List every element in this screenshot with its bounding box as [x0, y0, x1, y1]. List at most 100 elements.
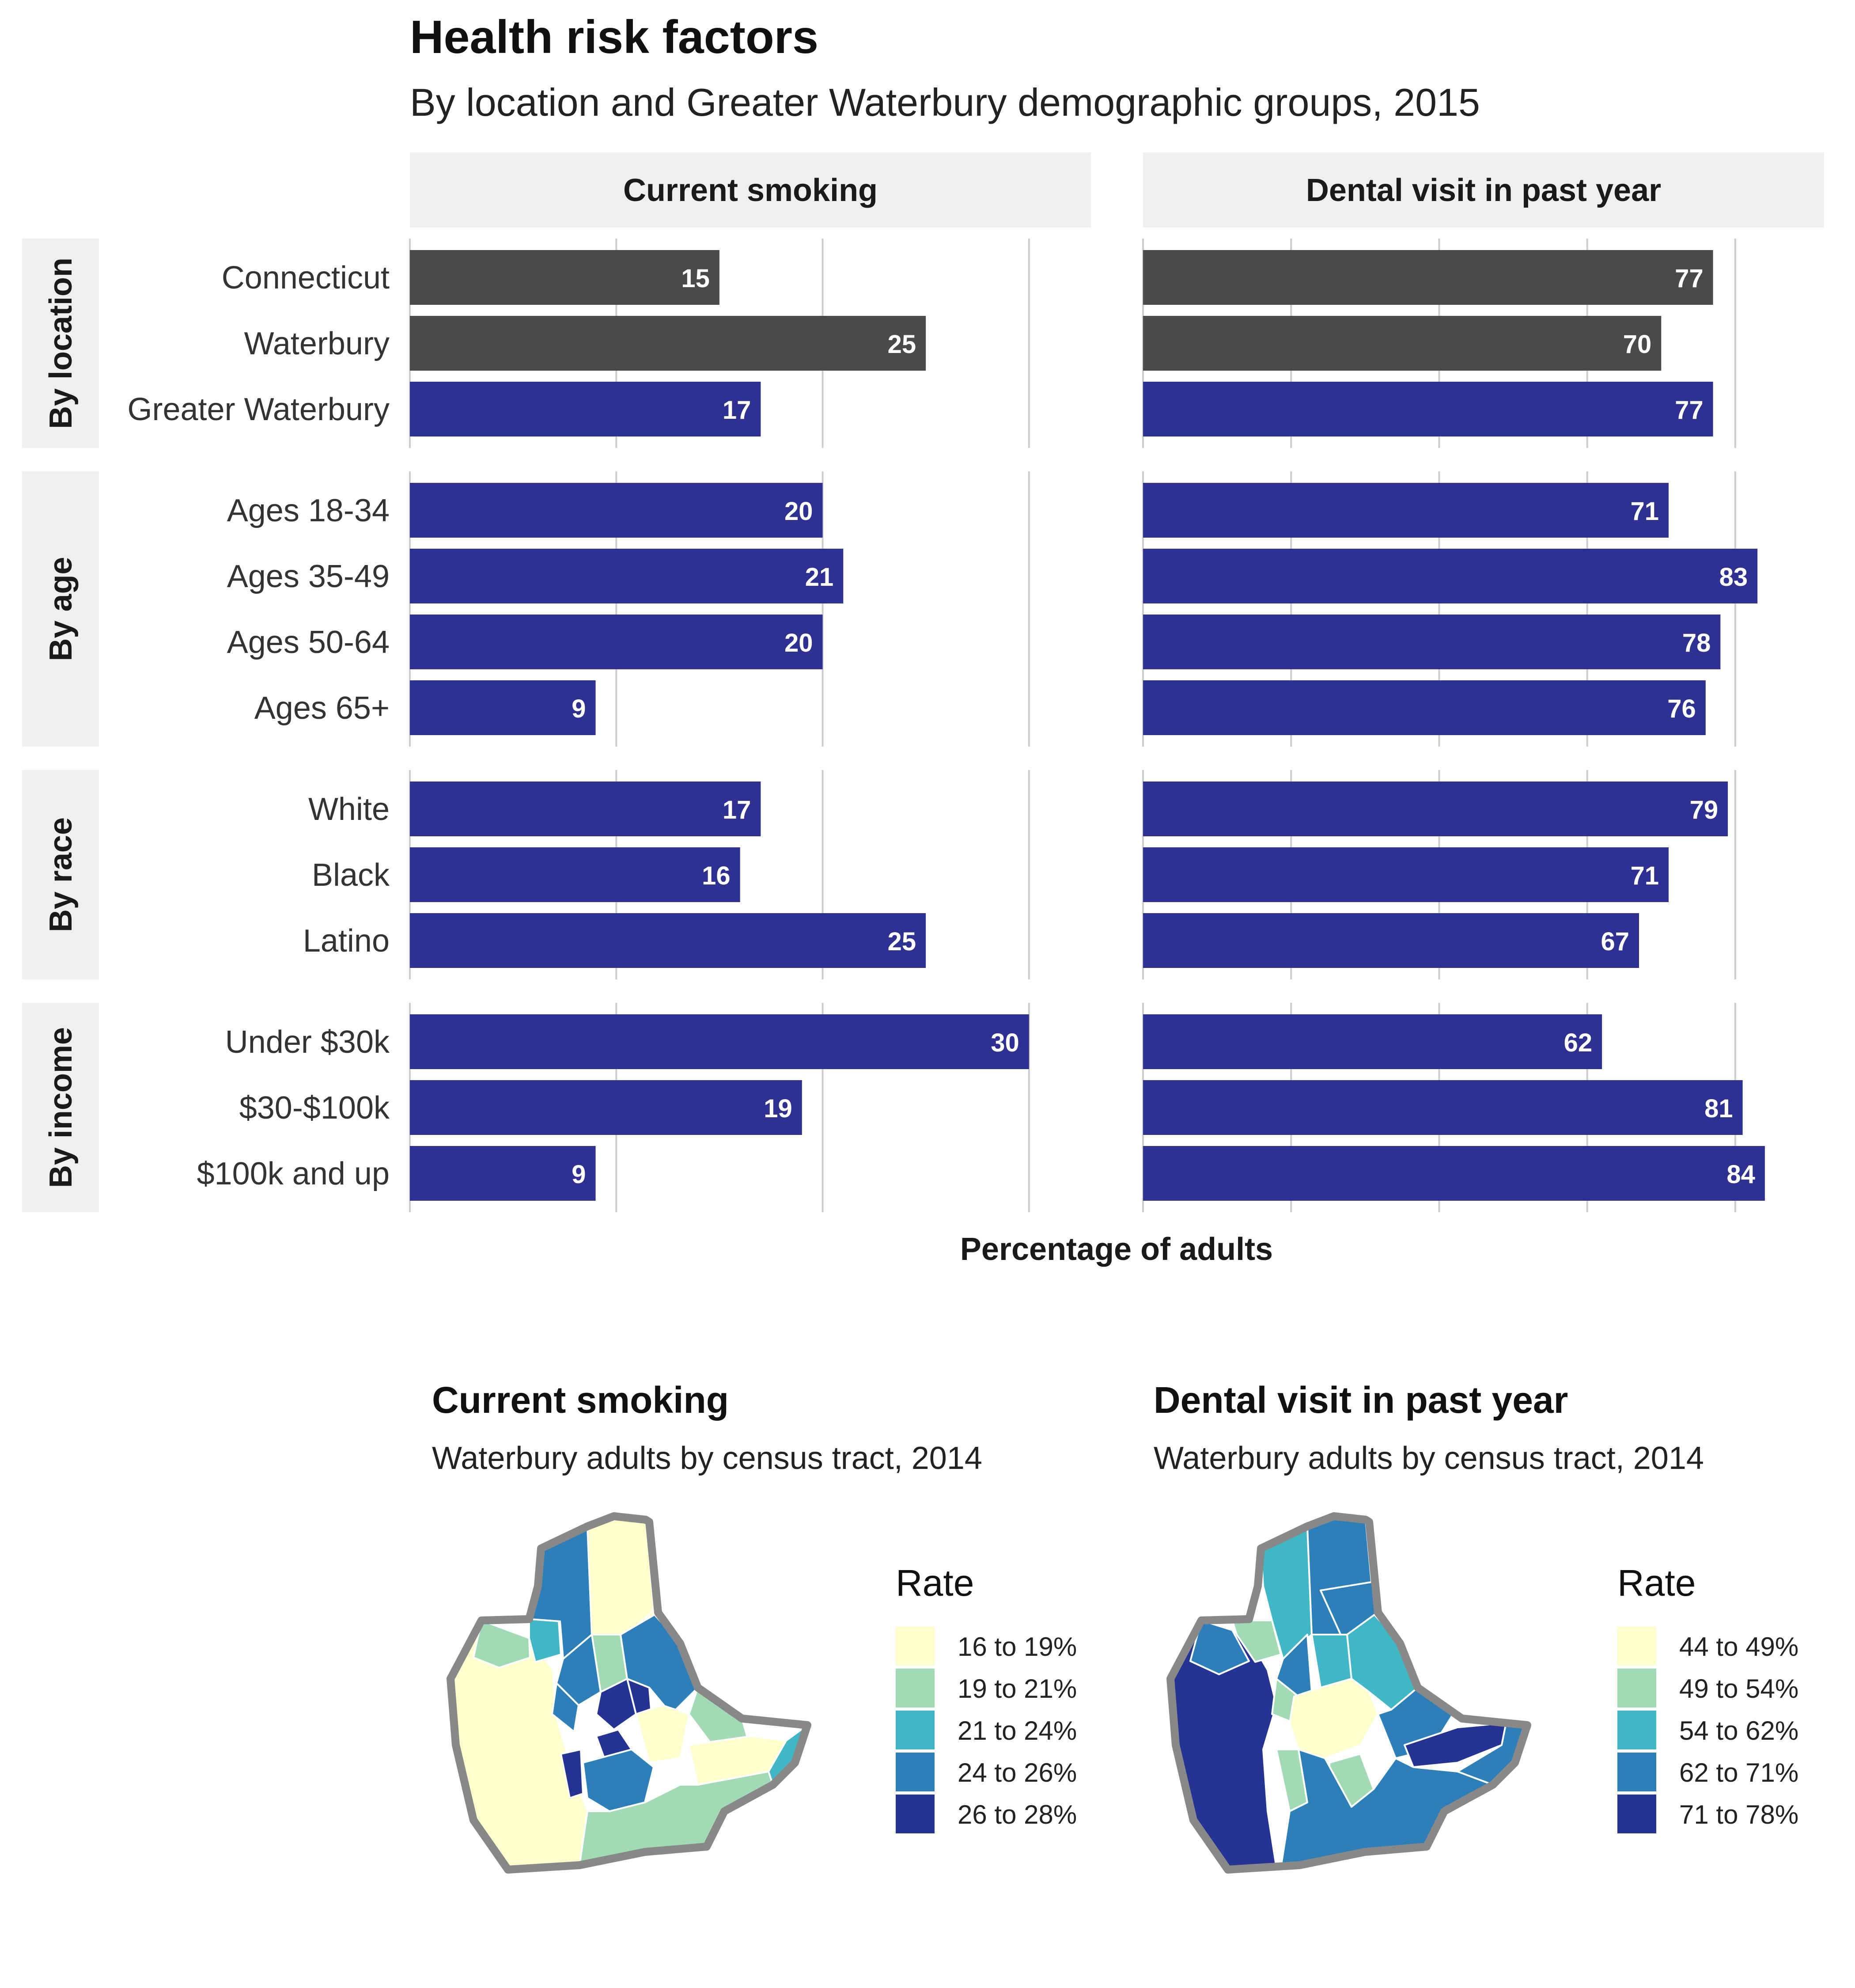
bar-value-dental-30-100k: 81: [1704, 1094, 1733, 1123]
bar-smoking-ages-65: [410, 680, 596, 735]
chart-title: Health risk factors: [410, 11, 818, 63]
legend-label-71-to-78: 71 to 78%: [1679, 1800, 1798, 1829]
chart-subtitle: By location and Greater Waterbury demogr…: [410, 80, 1480, 124]
dental-legend-title: Rate: [1617, 1562, 1696, 1604]
group-strip-by-location: [22, 239, 99, 448]
legend-swatch-54-to-62: [1617, 1711, 1656, 1749]
category-label-latino: Latino: [303, 923, 390, 959]
bar-smoking-latino: [410, 913, 926, 968]
bar-value-smoking-ages-50-64: 20: [784, 629, 813, 657]
category-label-connecticut: Connecticut: [222, 260, 390, 296]
bar-dental-white: [1143, 782, 1728, 836]
bar-value-dental-black: 71: [1631, 861, 1659, 890]
bar-smoking-greater-waterbury: [410, 382, 761, 436]
group-label-by-age: By age: [43, 557, 79, 661]
bar-value-smoking-latino: 25: [888, 927, 916, 956]
group-strip-by-income: [22, 1003, 99, 1212]
bar-dental-ages-35-49: [1143, 549, 1758, 603]
category-label-black: Black: [312, 857, 390, 893]
bar-dental-ages-65: [1143, 680, 1706, 735]
dental-map-subtitle: Waterbury adults by census tract, 2014: [1154, 1441, 1704, 1476]
bar-value-smoking-under-30k: 30: [991, 1028, 1019, 1057]
bar-value-dental-ages-18-34: 71: [1631, 497, 1659, 526]
bar-dental-black: [1143, 847, 1669, 902]
bar-dental-ages-18-34: [1143, 483, 1669, 538]
bar-value-dental-greater-waterbury: 77: [1675, 396, 1704, 425]
facet-label-smoking: Current smoking: [623, 173, 878, 208]
legend-swatch-44-to-49: [1617, 1627, 1656, 1666]
category-label-ages-50-64: Ages 50-64: [227, 625, 390, 660]
bar-dental-latino: [1143, 913, 1639, 968]
smoking-tract-nw1: [473, 1620, 531, 1669]
smoking-map: [450, 1515, 808, 1870]
bar-dental-under-30k: [1143, 1014, 1602, 1069]
legend-swatch-62-to-71: [1617, 1753, 1656, 1791]
dental-map-title: Dental visit in past year: [1154, 1379, 1568, 1421]
bar-value-dental-ages-65: 76: [1667, 694, 1696, 723]
bar-chart: Current smoking Dental visit in past year…: [22, 152, 1824, 1212]
bar-value-smoking-greater-waterbury: 17: [723, 396, 751, 425]
smoking-tract-south-core: [560, 1749, 584, 1799]
legend-label-54-to-62: 54 to 62%: [1679, 1716, 1798, 1745]
smoking-map-outline: [447, 1512, 811, 1874]
bar-value-smoking-ages-18-34: 20: [784, 497, 813, 526]
bar-value-dental-ages-50-64: 78: [1682, 629, 1711, 657]
legend-label-21-to-24: 21 to 24%: [958, 1716, 1077, 1745]
legend-label-44-to-49: 44 to 49%: [1679, 1632, 1798, 1662]
dental-map: [1170, 1515, 1528, 1870]
category-label-ages-18-34: Ages 18-34: [227, 493, 390, 528]
category-label-waterbury: Waterbury: [244, 326, 390, 361]
bar-value-smoking-30-100k: 19: [764, 1094, 792, 1123]
category-label-ages-35-49: Ages 35-49: [227, 559, 390, 594]
bar-value-dental-ages-35-49: 83: [1719, 563, 1748, 592]
bar-smoking-connecticut: [410, 250, 719, 305]
bar-smoking-ages-50-64: [410, 615, 823, 669]
bar-value-dental-waterbury: 70: [1623, 330, 1652, 359]
smoking-legend-title: Rate: [896, 1562, 974, 1604]
dental-tract-nw2: [1231, 1620, 1282, 1663]
legend-label-49-to-54: 49 to 54%: [1679, 1674, 1798, 1703]
bar-value-dental-latino: 67: [1601, 927, 1629, 956]
bar-value-smoking-ages-65: 9: [572, 694, 586, 723]
smoking-tract-center-w: [551, 1682, 579, 1733]
category-label-100k-and-up: $100k and up: [197, 1156, 390, 1191]
smoking-map-panel: Current smoking Waterbury adults by cens…: [432, 1379, 1077, 1874]
group-label-by-location: By location: [43, 258, 79, 429]
bar-value-dental-connecticut: 77: [1675, 264, 1704, 293]
bar-value-smoking-waterbury: 25: [888, 330, 916, 359]
category-label-under-30k: Under $30k: [225, 1024, 390, 1060]
group-label-by-race: By race: [43, 817, 79, 932]
bar-value-dental-100k-and-up: 84: [1726, 1160, 1755, 1189]
facet-strip-dental: [1143, 152, 1824, 228]
facet-strip-smoking: [410, 152, 1091, 228]
bar-smoking-white: [410, 782, 761, 836]
bar-smoking-ages-18-34: [410, 483, 823, 538]
smoking-tract-north: [587, 1515, 655, 1635]
legend-swatch-26-to-28: [896, 1795, 935, 1833]
dental-tract-nw1: [1189, 1620, 1250, 1675]
bar-value-smoking-connecticut: 15: [681, 264, 710, 293]
bar-value-smoking-white: 17: [723, 796, 751, 824]
legend-swatch-71-to-78: [1617, 1795, 1656, 1833]
smoking-legend: 16 to 19% 19 to 21% 21 to 24% 24 to 26% 26 t…: [896, 1627, 1077, 1833]
category-label-ages-65: Ages 65+: [254, 690, 390, 726]
category-label-greater-waterbury: Greater Waterbury: [127, 392, 390, 427]
bar-dental-greater-waterbury: [1143, 382, 1713, 436]
smoking-tract-center-n1: [556, 1634, 602, 1706]
bar-dental-100k-and-up: [1143, 1146, 1765, 1201]
bar-value-smoking-black: 16: [702, 861, 731, 890]
bar-value-dental-under-30k: 62: [1564, 1028, 1593, 1057]
bar-smoking-waterbury: [410, 316, 926, 371]
dental-tract-center: [1289, 1678, 1379, 1759]
bar-smoking-under-30k: [410, 1014, 1029, 1069]
dental-map-panel: Dental visit in past year Waterbury adul…: [1154, 1379, 1798, 1874]
x-axis-title: Percentage of adults: [960, 1232, 1273, 1267]
smoking-map-title: Current smoking: [432, 1379, 729, 1421]
category-label-30-100k: $30-$100k: [239, 1090, 390, 1126]
bar-dental-ages-50-64: [1143, 615, 1721, 669]
legend-swatch-16-to-19: [896, 1627, 935, 1666]
legend-swatch-24-to-26: [896, 1753, 935, 1791]
bar-value-smoking-ages-35-49: 21: [805, 563, 834, 592]
bar-dental-waterbury: [1143, 316, 1662, 371]
